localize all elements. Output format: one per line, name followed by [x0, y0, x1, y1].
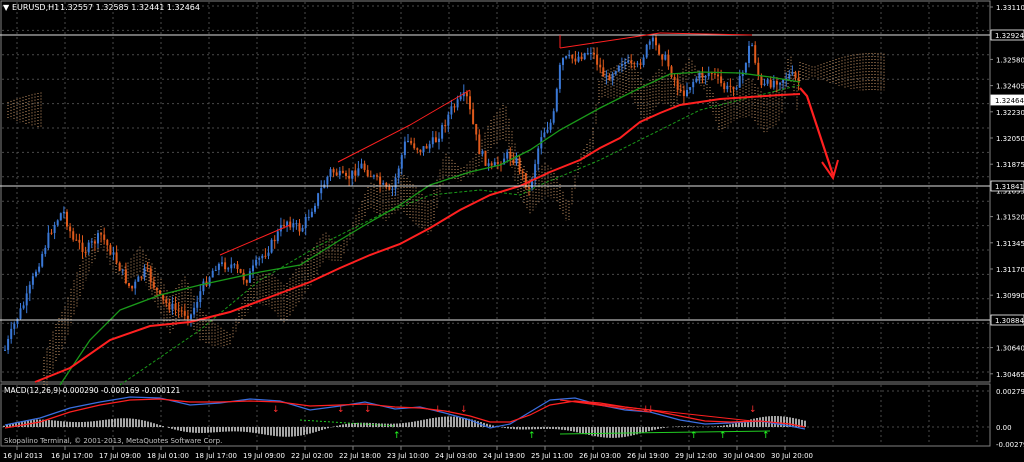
price-tick-label: 1.32050 [996, 135, 1024, 143]
time-tick-label: 30 Jul 04:00 [723, 452, 765, 460]
time-tick-label: 18 Jul 17:00 [195, 452, 237, 460]
current-price-box [990, 94, 1024, 106]
time-tick-label: 30 Jul 20:00 [771, 452, 813, 460]
time-tick-label: 23 Jul 10:00 [387, 452, 429, 460]
price-tick-label: 1.32405 [996, 83, 1024, 91]
macd-values: -0.000290 -0.000169 -0.000121 [60, 386, 180, 395]
fast-moving-average [59, 71, 801, 386]
time-tick-label: 22 Jul 02:00 [291, 452, 333, 460]
level-price-box [990, 29, 1024, 41]
macd-line [4, 396, 806, 430]
level-price-label: 1.32924 [995, 32, 1024, 40]
time-tick-label: 17 Jul 09:00 [99, 452, 141, 460]
time-tick-label: 16 Jul 2013 [3, 452, 43, 460]
sell-signal-arrow-icon: ↓ [642, 405, 650, 415]
price-tick-label: 1.31520 [996, 214, 1024, 222]
price-tick-label: 1.30465 [996, 371, 1024, 379]
lagging-span-line [119, 84, 801, 386]
macd-divergence-lines [299, 399, 771, 435]
level-price-label: 1.31841 [995, 183, 1024, 191]
price-tick-label: 1.32230 [996, 109, 1024, 117]
sell-signal-arrow-icon: ↓ [647, 405, 655, 415]
time-tick-label: 18 Jul 01:00 [147, 452, 189, 460]
price-tick-label: 1.31875 [996, 161, 1024, 169]
price-tick-label: 1.31345 [996, 240, 1024, 248]
trend-lines[interactable] [219, 32, 753, 256]
buy-signal-arrow-icon: ↑ [690, 431, 698, 441]
macd-signal-line [4, 398, 806, 429]
macd-subwindow-frame [0, 383, 991, 447]
time-tick-label: 24 Jul 19:00 [483, 452, 525, 460]
time-tick-label: 19 Jul 09:00 [243, 452, 285, 460]
time-tick-label: 24 Jul 03:00 [435, 452, 477, 460]
macd-label: MACD(12,26,9) [4, 386, 61, 395]
price-tick-label: 1.30640 [996, 345, 1024, 353]
time-tick-label: 25 Jul 11:00 [531, 452, 573, 460]
macd-axis: 0.002798 0.00 -0.002798 [996, 388, 1024, 449]
price-tick-label: 1.33110 [996, 4, 1024, 12]
copyright-text: Skopalino Terminal, © 2001-2013, MetaQuo… [4, 437, 222, 445]
forecast-arrow[interactable] [799, 87, 839, 181]
time-tick-label: 26 Jul 03:00 [579, 452, 621, 460]
buy-signal-arrow-icon: ↑ [393, 431, 401, 441]
macd-signal-arrows: ↓ ↓ ↓ ↓ ↓ ↓↓ ↓↑ ↑ ↑ ↑ ↑ [272, 405, 770, 441]
macd-histogram [3, 416, 806, 438]
macd-grid [2, 385, 989, 445]
sell-signal-arrow-icon: ↓ [749, 405, 757, 415]
level-price-box [990, 180, 1024, 192]
time-tick-label: 26 Jul 19:00 [627, 452, 669, 460]
sell-signal-arrow-icon: ↓ [337, 405, 345, 415]
buy-signal-arrow-icon: ↑ [719, 431, 727, 441]
time-axis: 16 Jul 2013 16 Jul 17:00 17 Jul 09:00 18 Ju… [3, 446, 813, 460]
price-candles [4, 34, 800, 354]
sell-signal-arrow-icon: ↓ [434, 405, 442, 415]
buy-signal-arrow-icon: ↑ [528, 431, 536, 441]
macd-tick-label: 0.002798 [996, 388, 1024, 396]
sell-signal-arrow-icon: ↓ [460, 405, 468, 415]
price-tick-label: 1.32580 [996, 56, 1024, 64]
price-tick-label: 1.30990 [996, 292, 1024, 300]
horizontal-levels[interactable] [0, 34, 990, 321]
buy-signal-arrow-icon: ↑ [762, 431, 770, 441]
sell-signal-arrow-icon: ↓ [364, 405, 372, 415]
time-tick-label: 16 Jul 17:00 [51, 452, 93, 460]
macd-tick-label: -0.002798 [996, 441, 1024, 449]
time-tick-label: 22 Jul 18:00 [339, 452, 381, 460]
chart-title: EURUSD,H1 [12, 3, 59, 12]
ohlc-values: 1.32557 1.32585 1.32441 1.32464 [60, 3, 200, 12]
level-price-label: 1.30884 [995, 317, 1024, 325]
macd-tick-label: 0.00 [996, 424, 1012, 432]
ichimoku-cloud [7, 53, 885, 393]
main-chart-frame [0, 0, 991, 383]
slow-moving-average[interactable] [34, 93, 801, 383]
price-tick-label: 1.31170 [996, 266, 1024, 274]
level-price-box [990, 314, 1024, 326]
current-price-label: 1.32464 [995, 97, 1024, 105]
price-axis: 1.331101.327551.325801.324051.322301.320… [990, 4, 1024, 379]
time-tick-label: 29 Jul 12:00 [675, 452, 717, 460]
sell-signal-arrow-icon: ↓ [272, 405, 280, 415]
chart-title-arrow-icon[interactable]: ▼ [3, 3, 10, 12]
